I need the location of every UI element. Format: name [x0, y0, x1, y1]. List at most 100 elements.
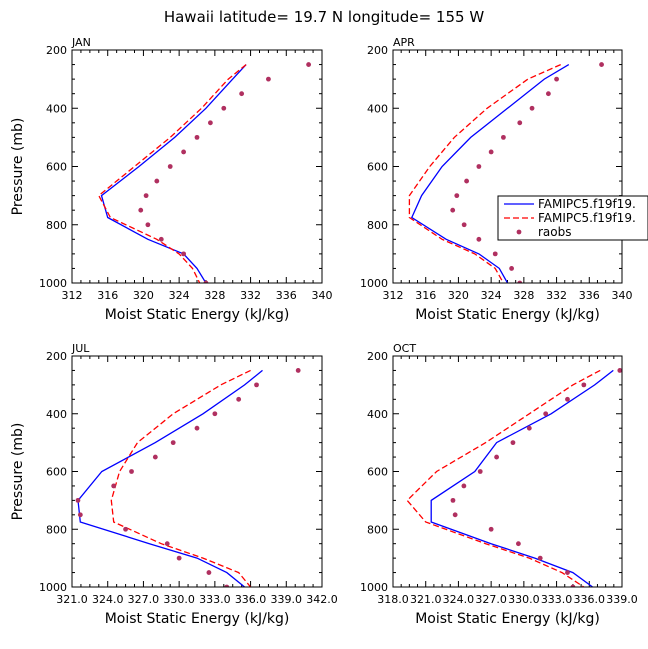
y-axis-title: Pressure (mb): [10, 423, 26, 521]
x-tick-label: 333.0: [199, 593, 231, 606]
model-line-solid: [430, 369, 614, 587]
raobs-point: [266, 76, 271, 82]
panel-label: OCT: [393, 342, 416, 355]
x-axis-title: Moist Static Energy (kJ/kg): [105, 307, 290, 323]
x-tick-label: 316: [97, 289, 118, 302]
raobs-point: [510, 440, 516, 446]
raobs-point: [464, 178, 470, 184]
raobs-point: [488, 149, 494, 155]
raobs-point: [181, 149, 187, 155]
panels: JAN 312 316 320 324 328 332 336 340 200 400 600 800 1…: [10, 36, 638, 627]
x-tick-label: 318.0: [377, 593, 409, 606]
model-line-solid: [410, 64, 570, 283]
plot-area: [97, 62, 312, 283]
raobs-point: [145, 222, 151, 228]
raobs-point: [181, 251, 187, 257]
x-tick-label: 324: [481, 289, 502, 302]
x-tick-label: 312: [383, 289, 404, 302]
raobs-point: [129, 469, 134, 474]
raobs-point: [75, 497, 81, 503]
raobs-point: [501, 134, 506, 140]
raobs-point: [154, 178, 160, 184]
raobs-point: [537, 555, 543, 561]
y-tick-label: 200: [46, 44, 67, 57]
raobs-point: [565, 396, 570, 402]
x-tick-label: 340: [312, 289, 333, 302]
panel-label: APR: [393, 36, 415, 49]
raobs-point: [599, 62, 604, 67]
raobs-point: [254, 382, 259, 388]
y-tick-label: 600: [46, 161, 67, 174]
raobs-point: [477, 469, 483, 474]
raobs-point: [494, 454, 499, 460]
model-line-dashed: [408, 64, 561, 283]
x-axis-title: Moist Static Energy (kJ/kg): [415, 307, 600, 323]
model-line-solid: [100, 64, 247, 283]
raobs-point: [203, 280, 209, 283]
legend-label-3: raobs: [538, 225, 572, 239]
x-tick-label: 336.0: [235, 593, 267, 606]
legend-marker-dot: [516, 229, 522, 235]
panel-label: JUL: [71, 342, 90, 355]
raobs-point: [194, 425, 200, 431]
raobs-point: [170, 440, 176, 446]
x-axis-title: Moist Static Energy (kJ/kg): [105, 611, 290, 627]
raobs-point: [123, 526, 128, 532]
raobs-point: [221, 105, 227, 111]
y-tick-label: 400: [367, 102, 388, 115]
x-tick-label: 328: [513, 289, 534, 302]
raobs-point: [452, 512, 458, 518]
raobs-point: [509, 266, 514, 271]
x-tick-label: 340: [612, 289, 633, 302]
panel-label: JAN: [71, 36, 91, 49]
figure-title: Hawaii latitude= 19.7 N longitude= 155 W: [164, 8, 484, 26]
x-tick-label: 336: [276, 289, 297, 302]
x-axis-title: Moist Static Energy (kJ/kg): [415, 611, 600, 627]
raobs-point: [450, 497, 456, 503]
y-tick-label: 800: [46, 523, 67, 536]
panel-apr: APR 312 316 320 324 328 332 336 340 200 400 600 800 1…: [360, 36, 633, 323]
y-tick-label: 200: [367, 44, 388, 57]
x-tick-label: 339.0: [271, 593, 303, 606]
raobs-point: [516, 541, 521, 547]
x-tick-label: 324.0: [92, 593, 124, 606]
raobs-point: [488, 526, 494, 532]
plot-area: [408, 62, 604, 283]
x-tick-label: 327.0: [128, 593, 160, 606]
x-tick-label: 324.0: [443, 593, 475, 606]
raobs-point: [224, 584, 230, 587]
plot-frame: [392, 49, 623, 284]
raobs-point: [517, 280, 523, 283]
raobs-point: [111, 483, 117, 489]
y-tick-label: 400: [367, 408, 388, 421]
x-tick-label: 328: [204, 289, 225, 302]
raobs-point: [239, 91, 245, 97]
x-tick-label: 333.0: [541, 593, 573, 606]
x-tick-label: 330.0: [163, 593, 195, 606]
raobs-point: [454, 193, 460, 199]
x-tick-label: 332: [546, 289, 567, 302]
y-tick-label: 400: [46, 102, 67, 115]
x-tick-label: 320: [448, 289, 469, 302]
raobs-point: [476, 164, 482, 169]
model-line-dashed: [97, 64, 247, 283]
y-tick-label: 1000: [360, 581, 388, 594]
raobs-point: [295, 368, 301, 373]
y-tick-label: 1000: [39, 277, 67, 290]
raobs-point: [450, 207, 456, 213]
y-tick-label: 800: [367, 523, 388, 536]
x-tick-label: 324: [169, 289, 190, 302]
raobs-point: [212, 411, 218, 417]
plot-frame: [71, 49, 323, 284]
y-tick-label: 800: [46, 219, 67, 232]
x-tick-label: 342.0: [306, 593, 338, 606]
x-tick-label: 336: [579, 289, 600, 302]
raobs-point: [492, 251, 498, 257]
raobs-point: [77, 512, 83, 518]
y-tick-label: 600: [367, 161, 388, 174]
raobs-point: [554, 76, 559, 82]
legend: FAMIPC5.f19f19. FAMIPC5.f19f19. raobs: [497, 195, 648, 241]
x-tick-label: 327.0: [475, 593, 507, 606]
raobs-point: [164, 541, 170, 547]
